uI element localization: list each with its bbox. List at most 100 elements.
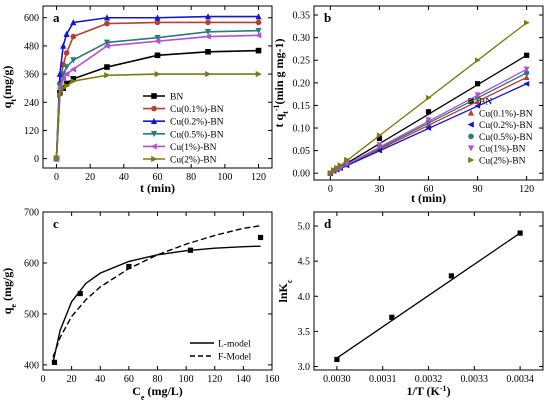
data-point [63, 82, 70, 89]
x-axis-title-part: -1 [440, 384, 447, 393]
data-point [63, 30, 70, 37]
data-point [255, 47, 262, 54]
data-point [103, 39, 111, 46]
y-axis-title-part: (mg/g) [0, 66, 14, 99]
data-point [344, 156, 350, 163]
panel-b: 0 30 60 90 120 0.00 0.05 0.10 0.15 0.20 0.25 0.30 0.… [272, 5, 544, 205]
data-point [69, 66, 77, 73]
legend-label: Cu(0.5%)-BN [479, 132, 533, 143]
x-tick-label: 60 [124, 374, 134, 385]
x-tick-label: 0 [54, 172, 59, 183]
data-point [204, 33, 211, 40]
data-point [523, 66, 530, 73]
y-tick-label: 0.10 [293, 124, 311, 135]
data-point [474, 98, 481, 104]
data-point [60, 71, 67, 78]
y-tick-label: 240 [24, 98, 39, 109]
y-axis-title-part: t [9, 99, 18, 102]
data-point [474, 92, 481, 99]
y-axis-title-part: -1 [272, 104, 281, 111]
legend-label: BN [170, 93, 183, 103]
legend-label: Cu(0.2%)-BN [170, 117, 224, 128]
series-line [55, 49, 259, 159]
data-point [53, 155, 60, 162]
y-axis-title-part: lnK [276, 282, 290, 302]
y-tick-label: 480 [24, 41, 39, 52]
data-point [154, 52, 161, 59]
data-point [187, 247, 194, 253]
data-point [154, 14, 161, 21]
data-point [255, 13, 262, 20]
data-point [104, 72, 111, 79]
x-tick-label: 100 [217, 172, 232, 183]
data-point [70, 75, 77, 82]
x-tick-label: 40 [95, 374, 105, 385]
plot-frame [42, 5, 273, 169]
legend-label: Cu(0.1%)-BN [479, 108, 533, 119]
y-tick-label: 0.35 [293, 11, 311, 22]
y-axis-title: lnKc [276, 279, 294, 302]
data-point [70, 78, 77, 85]
x-tick-label: 20 [85, 172, 95, 183]
legend-marker [468, 133, 474, 140]
legend-label: Cu(0.1%)-BN [170, 104, 224, 115]
y-axis-title: t qt-1(min g mg-1) [272, 38, 290, 127]
y-tick-label: 0.30 [293, 33, 311, 44]
data-point [524, 70, 530, 76]
data-point [70, 33, 77, 40]
fit-line [336, 232, 521, 359]
data-point [425, 94, 432, 101]
legend-marker [467, 145, 475, 152]
data-point [205, 48, 211, 55]
y-tick-label: 3.0 [298, 362, 311, 373]
y-axis-title-part: q [0, 101, 14, 108]
panel-letter: b [324, 10, 331, 25]
panel-letter: d [324, 216, 332, 231]
data-point [337, 162, 344, 168]
plot-frame [313, 211, 544, 371]
x-tick-label: 120 [519, 184, 534, 195]
data-point [523, 80, 530, 87]
y-axis-title-part: t [281, 111, 290, 114]
y-axis-title-part: c [285, 279, 294, 283]
y-axis-title: qt(mg/g) [0, 66, 18, 109]
data-point [77, 290, 83, 297]
data-point [255, 19, 262, 26]
data-point [517, 230, 523, 236]
data-point [425, 125, 432, 131]
x-tick-label: 0.0030 [323, 374, 351, 385]
data-point [154, 38, 161, 45]
data-point [204, 13, 212, 20]
data-point [63, 71, 70, 78]
x-axis-title: t (min) [411, 191, 446, 205]
y-axis-title-part: (min g mg-1) [272, 38, 286, 104]
y-tick-label: 4.5 [298, 257, 311, 268]
data-point [389, 314, 395, 320]
data-point [70, 57, 77, 64]
y-axis-title-part: (mg/g) [0, 268, 14, 304]
data-point [104, 20, 110, 27]
data-point [103, 42, 110, 49]
panel-c: 0 20 40 60 80 100 120 140 160 400 500 600 700 c Ce (mg… [0, 208, 280, 402]
legend-label: Cu(0.5%)-BN [170, 129, 224, 140]
data-point [154, 71, 161, 78]
x-axis-title-part: ) [447, 384, 451, 398]
data-point [60, 85, 67, 92]
y-tick-label: 0.25 [293, 56, 311, 67]
y-tick-label: 5.0 [298, 222, 311, 233]
data-point [56, 70, 63, 77]
series-BN [53, 47, 262, 162]
x-tick-label: 0 [328, 184, 333, 195]
x-tick-label: 90 [473, 184, 483, 195]
data-point [334, 164, 341, 171]
data-point [205, 19, 211, 26]
data-point [524, 19, 530, 26]
panel-letter: c [53, 216, 59, 231]
y-tick-label: 600 [24, 13, 39, 24]
legend-marker [150, 117, 158, 124]
x-tick-label: 20 [67, 374, 77, 385]
x-axis-title-part: e [141, 393, 145, 402]
data-point [334, 356, 340, 363]
x-tick-label: 80 [153, 374, 163, 385]
series-Cu(0.2%)-BN [53, 13, 262, 162]
